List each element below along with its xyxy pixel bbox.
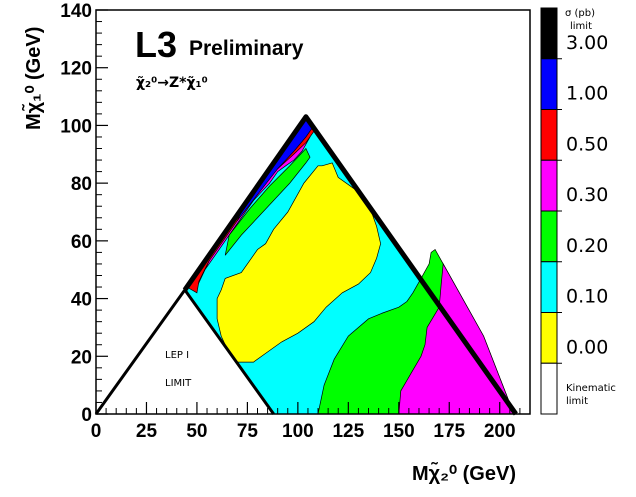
x-tick-label: 175 (433, 421, 465, 442)
region-edge-green-left (224, 147, 311, 256)
x-axis-label: Mχ̃₂⁰ (GeV) (412, 461, 516, 485)
colorbar-kinematic-line1: Kinematic (566, 383, 616, 394)
x-tick-label: 25 (136, 421, 158, 442)
y-tick-label: 0 (81, 405, 92, 426)
colorbar-level-label: 0.10 (566, 286, 608, 308)
lep-limit-line1: LEP I (165, 350, 189, 361)
colorbar-swatch (540, 362, 558, 415)
x-tick-label: 125 (332, 421, 364, 442)
y-tick-label: 60 (71, 232, 92, 253)
colorbar-level-label: 0.30 (566, 184, 608, 206)
colorbar-swatch (540, 210, 558, 263)
x-tick-label: 150 (383, 421, 415, 442)
contour-regions (184, 116, 515, 415)
y-tick-label: 40 (71, 290, 92, 311)
colorbar-level-label: 1.00 (566, 83, 608, 105)
colorbar-level-label: 0.20 (566, 235, 608, 257)
colorbar-swatch (540, 261, 558, 313)
colorbar-swatch (540, 7, 558, 60)
region-0-00-0-10 (216, 162, 381, 363)
y-tick-label: 120 (60, 59, 92, 80)
colorbar-swatch (540, 109, 558, 161)
process-label: χ̃₂⁰→Z*χ̃₁⁰ (136, 75, 208, 91)
y-axis-label: Mχ̃₁⁰ (GeV) (21, 27, 45, 130)
status-label: Preliminary (189, 37, 304, 60)
region-0-30-0-50 (398, 262, 515, 415)
colorbar-swatch (540, 58, 558, 110)
y-tick-label: 100 (60, 116, 92, 137)
plot-border (95, 9, 531, 415)
x-tick-label: 100 (282, 421, 314, 442)
lep-limit-line (94, 287, 275, 415)
colorbar-kinematic-line2: limit (566, 396, 588, 407)
y-tick-label: 20 (71, 347, 92, 368)
colorbar-level-label: 0.00 (566, 336, 608, 358)
kinematic-limit-line (182, 114, 518, 416)
y-tick-label: 80 (71, 174, 92, 195)
colorbar-level-label: 0.50 (566, 133, 608, 155)
x-tick-label: 200 (484, 421, 516, 442)
x-tick-label: 75 (237, 421, 259, 442)
colorbar-subtitle: limit (570, 21, 592, 32)
y-tick-label: 140 (60, 1, 92, 22)
colorbar-swatch (540, 159, 558, 212)
experiment-label: L3 (135, 24, 177, 65)
colorbar: 3.00 1.00 0.50 0.30 0.20 0.10 0.00 (540, 7, 608, 415)
colorbar-swatch (540, 312, 558, 364)
colorbar-title: σ (pb) (565, 8, 595, 19)
plot-frame (94, 9, 531, 416)
x-tick-label: 0 (91, 421, 102, 442)
axis-ticks: 0 25 50 75 100 125 150 175 200 0 20 40 60 80 100 120 140 (60, 1, 521, 442)
x-tick-label: 50 (186, 421, 207, 442)
colorbar-level-label: 3.00 (566, 32, 608, 54)
lep-limit-line2: LIMIT (165, 378, 192, 389)
